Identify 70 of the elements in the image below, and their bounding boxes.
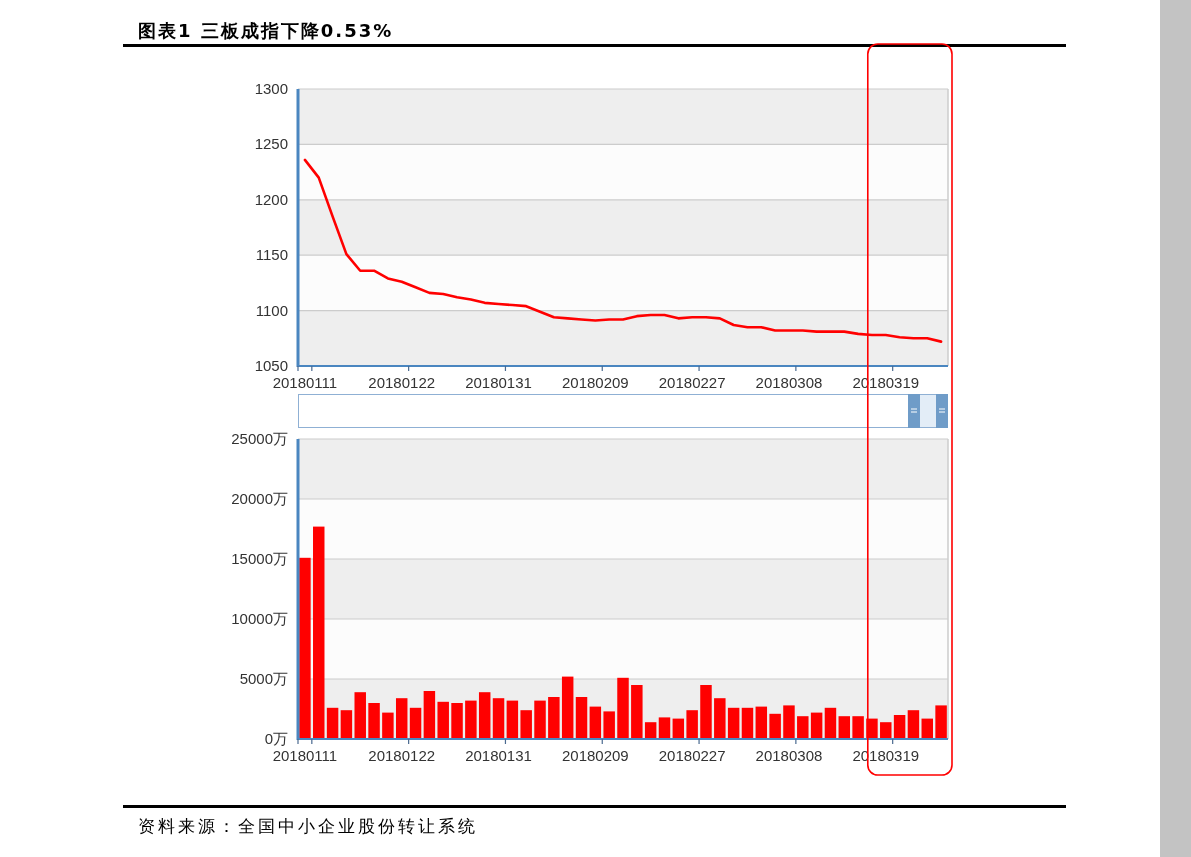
bar — [727, 707, 740, 739]
bar — [534, 700, 546, 739]
bar — [755, 706, 768, 739]
bar — [741, 707, 754, 739]
bar — [506, 700, 519, 739]
text: 资料来源：全国中小企业股份转让系统 — [138, 816, 478, 836]
x-tick-label: 20180308 — [755, 747, 823, 764]
bar — [478, 692, 491, 739]
y-tick-label: 1100 — [255, 301, 288, 319]
bar — [686, 710, 698, 739]
bar — [700, 685, 712, 739]
bar — [810, 712, 823, 739]
x-tick-label: 20180227 — [658, 374, 726, 391]
y-tick-label: 1200 — [254, 190, 288, 208]
bar — [907, 710, 920, 739]
bar — [631, 685, 643, 739]
y-tick-label: 1050 — [254, 357, 288, 374]
y-tick-label: 1150 — [255, 246, 288, 264]
bar — [880, 722, 892, 739]
bar — [437, 701, 449, 739]
bar — [644, 722, 657, 739]
bar — [893, 715, 906, 739]
y-tick-label: 5000万 — [239, 670, 288, 687]
x-tick-label: 20180209 — [561, 747, 629, 764]
bar — [395, 698, 408, 739]
y-tick-label: 1300 — [254, 80, 288, 97]
x-tick-label: 20180131 — [465, 747, 532, 764]
bar — [617, 677, 629, 739]
bar — [299, 557, 311, 739]
bar — [326, 707, 339, 739]
bar — [423, 691, 436, 739]
bar — [714, 698, 726, 739]
x-tick-label: 20180227 — [658, 747, 726, 764]
bar — [603, 711, 615, 739]
y-tick-label: 0万 — [264, 730, 288, 747]
y-tick-label: 1250 — [254, 135, 288, 153]
bar — [492, 698, 505, 739]
bar — [769, 713, 781, 739]
bar — [340, 710, 353, 739]
bar — [783, 705, 795, 739]
y-tick-label: 25000万 — [231, 430, 288, 447]
bar — [520, 710, 532, 739]
y-tick-label: 15000万 — [231, 550, 288, 567]
x-tick-label: 20180122 — [368, 747, 436, 764]
bar — [658, 717, 671, 739]
bar — [589, 706, 602, 739]
bar — [465, 700, 477, 739]
bar — [935, 705, 947, 739]
y-tick-label: 20000万 — [231, 490, 288, 507]
x-tick-label: 20180122 — [368, 374, 436, 391]
bar — [382, 712, 394, 739]
bar — [852, 716, 864, 739]
bar — [368, 703, 380, 739]
bar — [824, 707, 837, 739]
bar — [313, 526, 325, 739]
bar — [838, 716, 851, 739]
bar — [354, 692, 366, 739]
bar — [575, 697, 588, 739]
chart-title: 图表1 三板成指下降0.53% — [138, 20, 394, 41]
x-tick-label: 20180131 — [465, 374, 532, 391]
bar — [797, 716, 809, 739]
x-tick-label: 20180111 — [272, 374, 338, 391]
bar — [548, 697, 560, 739]
x-tick-label: 20180209 — [561, 374, 629, 391]
x-tick-label: 20180308 — [755, 374, 823, 391]
y-tick-label: 10000万 — [231, 610, 288, 627]
bar — [409, 707, 422, 739]
bar — [561, 676, 574, 739]
x-tick-label: 20180111 — [272, 747, 338, 764]
bar — [451, 703, 463, 739]
